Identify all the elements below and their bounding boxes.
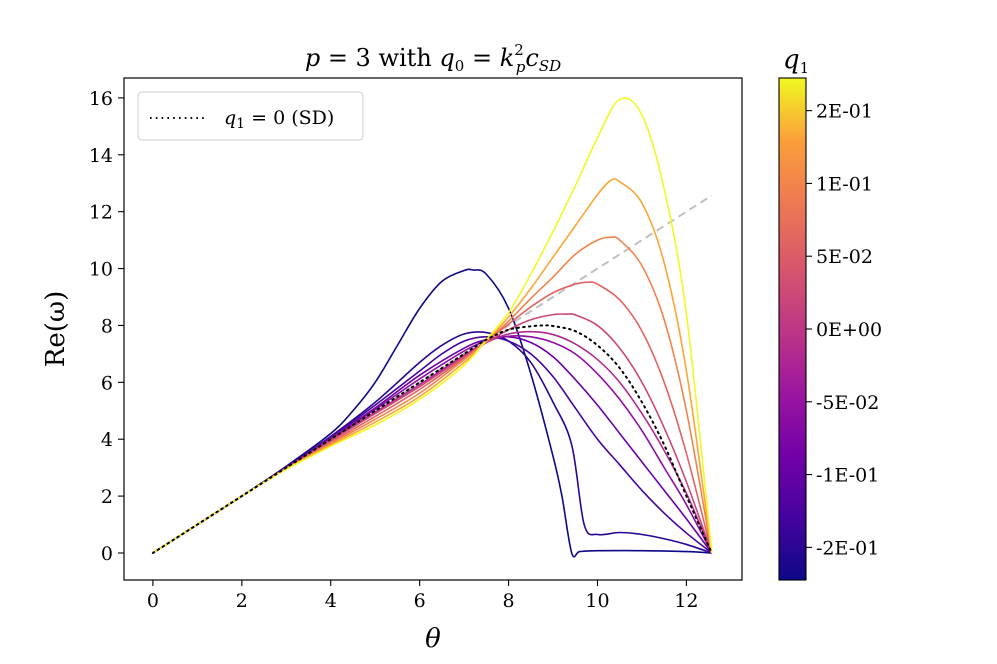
series-line-0 bbox=[152, 268, 712, 558]
y-axis-label: Re(ω) bbox=[41, 291, 71, 367]
x-tick-label: 10 bbox=[585, 590, 609, 612]
colorbar-tick-label: -1E-01 bbox=[816, 465, 879, 487]
series-line-7 bbox=[152, 281, 713, 554]
series-line-5 bbox=[152, 330, 713, 554]
x-axis-label: θ bbox=[425, 624, 441, 654]
y-tick-label: 10 bbox=[89, 259, 113, 281]
y-tick-label: 6 bbox=[101, 372, 113, 394]
x-tick-label: 4 bbox=[325, 590, 337, 612]
colorbar-tick-label: 2E-01 bbox=[816, 101, 873, 123]
x-tick-label: 12 bbox=[674, 590, 698, 612]
colorbar-tick-label: 5E-02 bbox=[816, 246, 873, 268]
colorbar-tick-label: 1E-01 bbox=[816, 173, 873, 195]
colorbar: q1 2E-01 1E-01 5E-02 0E+00 -5E-02 -1E-01 -2E-0… bbox=[778, 45, 882, 581]
colorbar-ticks: 2E-01 1E-01 5E-02 0E+00 -5E-02 -1E-01 -2E-01 bbox=[806, 101, 882, 559]
y-tick-label: 8 bbox=[101, 315, 113, 337]
y-tick-label: 14 bbox=[89, 145, 113, 167]
x-tick-label: 2 bbox=[236, 590, 248, 612]
colorbar-gradient bbox=[778, 77, 807, 581]
series-line-6 bbox=[152, 313, 713, 554]
x-axis: 0 2 4 6 8 10 12 bbox=[147, 580, 699, 612]
colorbar-tick-label: -2E-01 bbox=[816, 537, 879, 559]
y-axis: 0 2 4 6 8 10 12 14 16 bbox=[89, 88, 124, 565]
plot-lines bbox=[151, 97, 713, 558]
series-line-10 bbox=[152, 97, 713, 554]
chart-title: p = 3 with q0 = k2 pcSD bbox=[305, 41, 561, 76]
colorbar-tick-label: -5E-02 bbox=[816, 392, 879, 414]
y-tick-label: 16 bbox=[89, 88, 113, 110]
y-tick-label: 12 bbox=[89, 202, 113, 224]
y-tick-label: 4 bbox=[101, 429, 113, 451]
y-tick-label: 0 bbox=[101, 543, 113, 565]
colorbar-label: q1 bbox=[783, 45, 809, 77]
plot-frame bbox=[123, 77, 743, 581]
y-tick-label: 2 bbox=[101, 486, 113, 508]
legend: q1 = 0 (SD) bbox=[137, 91, 364, 141]
colorbar-tick-label: 0E+00 bbox=[816, 319, 882, 341]
series-line-3 bbox=[152, 335, 713, 554]
sd-line bbox=[151, 324, 713, 554]
legend-box bbox=[137, 91, 364, 141]
series-line-1 bbox=[152, 331, 713, 554]
x-tick-label: 6 bbox=[414, 590, 426, 612]
legend-sd-label: q1 = 0 (SD) bbox=[224, 107, 334, 132]
series-line-8 bbox=[152, 236, 713, 554]
x-tick-label: 8 bbox=[503, 590, 515, 612]
series-line-9 bbox=[152, 178, 713, 554]
x-tick-label: 0 bbox=[147, 590, 159, 612]
